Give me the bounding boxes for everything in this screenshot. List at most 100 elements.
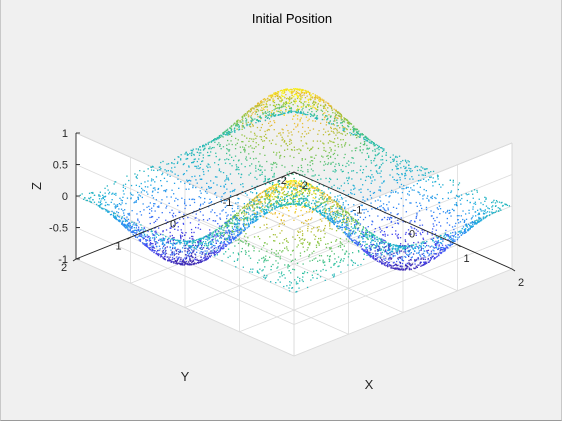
scatter-point [285,203,287,205]
scatter-point [187,180,190,182]
scatter-point [296,186,298,188]
scatter-point [355,232,357,234]
scatter-point [435,256,438,258]
scatter-point [248,223,250,226]
scatter-point [454,197,456,199]
scatter-point [379,228,381,230]
scatter-point [200,203,202,205]
scatter-point [437,253,440,255]
scatter-point [364,179,367,182]
scatter-point [298,201,300,203]
scatter-point [115,216,117,218]
scatter-point [392,267,394,269]
scatter-point [300,184,302,187]
scatter-point [219,245,221,247]
scatter-point [432,239,434,242]
scatter-point [392,254,394,257]
scatter-point [334,196,336,198]
scatter-point [388,261,391,264]
scatter-point [253,221,255,223]
scatter-point [216,215,218,217]
scatter-point [344,206,346,208]
scatter-point [458,195,460,197]
scatter-point [185,204,187,207]
scatter-point [166,174,169,176]
scatter-point [248,140,250,142]
scatter-point [158,234,160,236]
scatter-point [156,233,158,235]
scatter-point [436,244,438,246]
scatter-point [314,202,316,204]
scatter-point [333,253,335,255]
scatter-point [342,220,344,222]
scatter-point [305,142,307,144]
scatter-point [381,239,383,241]
scatter-point [198,240,200,242]
scatter-point [143,227,145,229]
scatter-point [400,217,402,219]
scatter-point [332,276,335,278]
scatter-point [283,285,285,288]
scatter-point [282,204,284,206]
scatter-point [227,226,229,228]
scatter-point [183,240,186,242]
scatter-point [432,249,434,251]
scatter-point [450,215,452,217]
scatter-point [249,257,252,259]
scatter-point [415,201,417,204]
scatter-point [137,218,139,220]
scatter-point [276,196,278,198]
scatter-point [318,242,320,245]
scatter-point [326,194,328,196]
scatter-point [252,206,254,208]
scatter-point [167,239,169,241]
scatter-point [328,134,330,136]
scatter-point [282,192,284,194]
scatter-point [162,251,164,253]
scatter-point [320,239,322,242]
scatter-point [407,186,409,189]
scatter-point [214,251,216,253]
scatter-point [227,223,229,225]
scatter-point [140,182,142,185]
scatter-point [364,241,366,243]
scatter-point [194,165,196,167]
scatter-point [336,202,338,204]
scatter-point [251,199,253,201]
scatter-point [354,225,356,227]
scatter-point [302,276,304,278]
scatter-point [90,196,92,199]
scatter-point [258,194,260,196]
scatter-point [244,250,247,252]
scatter-point [188,247,190,249]
scatter-point [172,237,174,239]
scatter-point [339,205,341,207]
scatter-point [371,233,373,235]
scatter-point [234,215,236,218]
scatter-point [457,234,459,236]
scatter-point [237,227,239,230]
scatter-point [122,196,124,198]
scatter-point [222,245,224,248]
scatter-point [432,181,434,183]
scatter-point [227,177,229,179]
scatter-point [140,233,142,235]
scatter-point [135,233,137,235]
scatter-point [228,230,231,232]
scatter-point [297,169,299,171]
scatter-point [377,199,379,201]
scatter-point [290,254,292,256]
scatter-point [299,228,301,230]
scatter-point [408,245,411,247]
scatter-point [162,239,164,241]
scatter-point [378,167,380,169]
scatter-point [380,242,382,244]
scatter-point [364,235,366,237]
scatter-point [161,239,163,242]
scatter-point [425,209,428,211]
scatter-point [290,180,292,182]
scatter-point [287,185,289,188]
scatter-point [426,197,428,199]
scatter-point [270,269,272,271]
